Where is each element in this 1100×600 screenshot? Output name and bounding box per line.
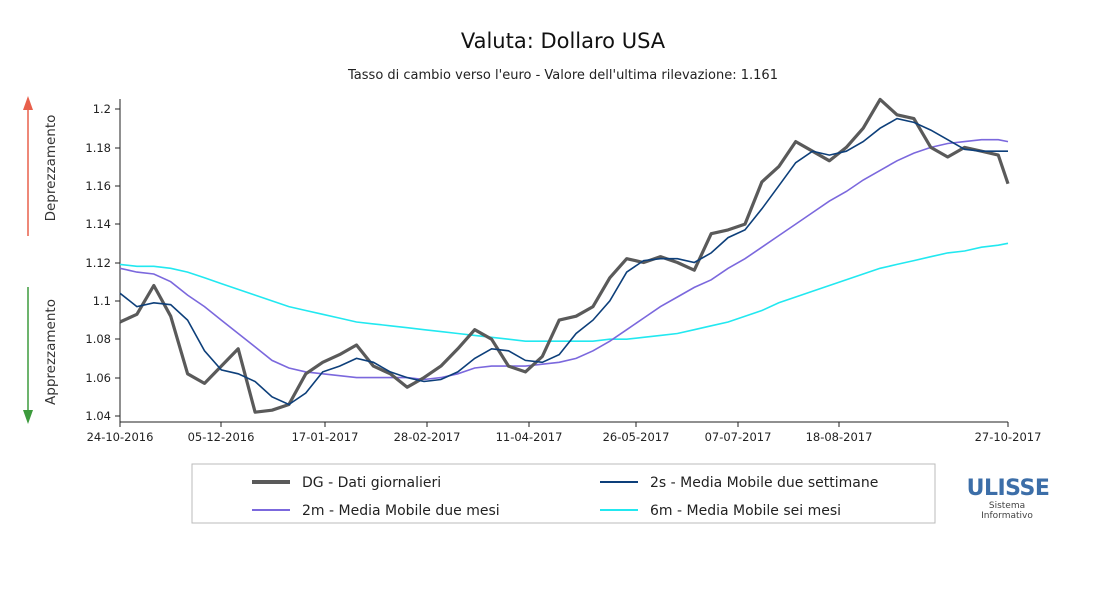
y-tick: 1.14 — [85, 217, 120, 231]
x-tick-label: 07-07-2017 — [705, 430, 772, 444]
x-tick-label: 11-04-2017 — [496, 430, 563, 444]
legend-item-2m: 2m - Media Mobile due mesi — [252, 503, 500, 519]
x-ticks: 24-10-2016 05-12-2016 17-01-2017 28-02-2… — [87, 422, 1042, 444]
x-tick-label: 26-05-2017 — [603, 430, 670, 444]
depreciation-indicator: Deprezzamento — [23, 96, 59, 236]
up-arrow-icon — [23, 96, 33, 110]
x-tick-label: 05-12-2016 — [188, 430, 255, 444]
y-tick-label: 1.06 — [85, 371, 111, 385]
x-tick-label: 24-10-2016 — [87, 430, 154, 444]
x-tick: 26-05-2017 — [603, 422, 670, 444]
legend-label: 2s - Media Mobile due settimane — [650, 475, 878, 491]
side-label-upper: Deprezzamento — [43, 115, 59, 222]
x-tick: 11-04-2017 — [496, 422, 563, 444]
x-tick: 07-07-2017 — [705, 422, 772, 444]
x-tick: 17-01-2017 — [292, 422, 359, 444]
y-tick-label: 1.16 — [85, 179, 111, 193]
y-tick-label: 1.1 — [93, 294, 111, 308]
series-line-2s — [119, 117, 1008, 406]
x-tick: 05-12-2016 — [188, 422, 255, 444]
y-tick: 1.16 — [85, 179, 120, 193]
y-tick: 1.08 — [85, 332, 120, 346]
y-tick: 1.04 — [85, 409, 120, 423]
y-tick: 1.1 — [93, 294, 120, 308]
down-arrow-icon — [23, 410, 33, 424]
logo-name: ULISSE — [967, 476, 1050, 501]
y-tick-label: 1.2 — [93, 102, 111, 116]
x-tick-label: 18-08-2017 — [806, 430, 873, 444]
y-tick-label: 1.08 — [85, 332, 111, 346]
x-tick-label: 27-10-2017 — [975, 430, 1042, 444]
series-layer — [119, 97, 1010, 414]
y-tick: 1.06 — [85, 371, 120, 385]
x-tick-label: 28-02-2017 — [394, 430, 461, 444]
legend-item-2s: 2s - Media Mobile due settimane — [600, 475, 878, 491]
series-line-6m — [119, 242, 1009, 342]
x-tick: 27-10-2017 — [975, 422, 1042, 444]
y-tick: 1.12 — [85, 256, 120, 270]
legend-box — [191, 463, 936, 524]
legend-label: 6m - Media Mobile sei mesi — [650, 503, 841, 519]
y-ticks: 1.2 1.18 1.16 1.14 1.12 1.1 1.08 1.06 1.… — [85, 102, 120, 423]
ulisse-logo: ULISSE Sistema Informativo — [967, 476, 1050, 521]
side-label-lower: Apprezzamento — [43, 299, 59, 405]
logo-line2: Informativo — [981, 511, 1033, 521]
y-tick-label: 1.18 — [85, 141, 111, 155]
y-tick-label: 1.12 — [85, 256, 111, 270]
legend-item-dg: DG - Dati giornalieri — [252, 475, 441, 491]
logo-line1: Sistema — [989, 501, 1025, 511]
y-tick-label: 1.14 — [85, 217, 111, 231]
series-line-dg — [119, 97, 1010, 414]
y-tick-label: 1.04 — [85, 409, 111, 423]
appreciation-indicator: Apprezzamento — [23, 287, 59, 424]
chart-subtitle: Tasso di cambio verso l'euro - Valore de… — [347, 68, 778, 83]
y-tick: 1.18 — [85, 141, 120, 155]
x-tick: 24-10-2016 — [87, 422, 154, 444]
legend-item-6m: 6m - Media Mobile sei mesi — [600, 503, 841, 519]
series-line-2m — [119, 138, 1009, 381]
legend-label: 2m - Media Mobile due mesi — [302, 503, 500, 519]
y-tick: 1.2 — [93, 102, 120, 116]
legend: DG - Dati giornalieri 2s - Media Mobile … — [191, 463, 936, 524]
x-tick: 28-02-2017 — [394, 422, 461, 444]
chart-title: Valuta: Dollaro USA — [461, 29, 666, 53]
x-tick: 18-08-2017 — [806, 422, 873, 444]
x-tick-label: 17-01-2017 — [292, 430, 359, 444]
legend-label: DG - Dati giornalieri — [302, 475, 441, 491]
